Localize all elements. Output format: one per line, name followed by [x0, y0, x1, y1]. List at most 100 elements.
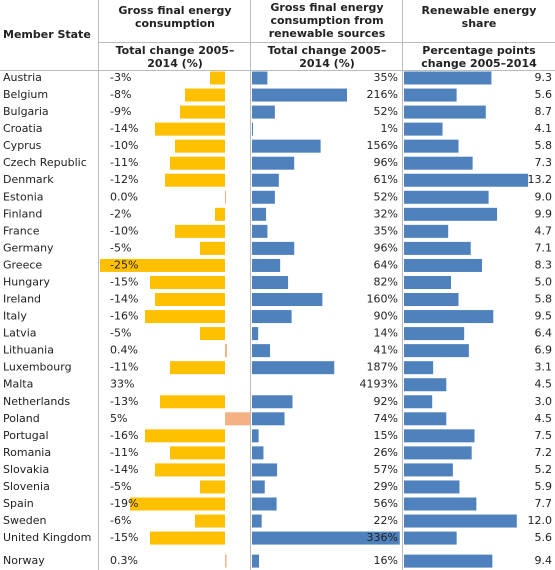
bar [252, 446, 264, 460]
bar [404, 275, 451, 289]
bar [225, 190, 226, 204]
bar [252, 361, 335, 375]
bar [170, 446, 225, 460]
value-label: 52% [374, 105, 398, 118]
country-label: Norway [3, 554, 45, 567]
bar [404, 344, 469, 358]
bar [404, 156, 473, 170]
bar [170, 156, 225, 170]
bar [195, 514, 225, 528]
country-label: Czech Republic [3, 156, 87, 169]
country-label: Romania [3, 446, 51, 459]
bar [252, 173, 279, 187]
country-label: Portugal [3, 429, 49, 442]
value-label: 96% [374, 156, 398, 169]
value-label: 52% [374, 190, 398, 203]
bar [404, 463, 453, 477]
value-label: 5.8 [535, 139, 553, 152]
bar [160, 395, 225, 409]
bar [404, 173, 529, 187]
value-label: 0.0% [110, 190, 138, 203]
bar [404, 412, 447, 426]
bar [252, 105, 275, 119]
value-label: 4.7 [535, 224, 553, 237]
bar [175, 139, 225, 153]
bar [404, 293, 459, 307]
value-label: 0.3% [110, 554, 138, 567]
bar [404, 105, 486, 119]
value-label: -12% [110, 173, 138, 186]
bar [252, 480, 265, 494]
value-label: 5.8 [535, 293, 553, 306]
value-label: -15% [110, 531, 138, 544]
value-label: 9.9 [535, 207, 553, 220]
value-label: 13.2 [528, 173, 553, 186]
bar [252, 463, 278, 477]
country-label: Latvia [3, 327, 37, 340]
value-label: 15% [374, 429, 398, 442]
country-label: Estonia [3, 190, 44, 203]
value-label: 187% [367, 361, 398, 374]
bar [404, 310, 494, 324]
bar [404, 122, 443, 136]
value-label: 5.6 [535, 531, 553, 544]
value-label: 41% [374, 344, 398, 357]
bar [175, 224, 225, 238]
column-subtitle: Total change 2005–2014 (%) [267, 44, 387, 70]
country-label: Croatia [3, 122, 43, 135]
bar [252, 344, 271, 358]
column-title: Gross final energy consumption from rene… [268, 1, 386, 40]
bar [252, 88, 348, 102]
value-label: -13% [110, 395, 138, 408]
bar [252, 241, 295, 255]
country-label: Ireland [3, 293, 41, 306]
bar [252, 139, 321, 153]
value-label: 6.4 [535, 327, 553, 340]
country-label: Netherlands [3, 395, 70, 408]
value-label: 4193% [360, 378, 398, 391]
value-label: -11% [110, 156, 138, 169]
value-label: -2% [110, 207, 131, 220]
bar [404, 139, 459, 153]
value-label: 22% [374, 514, 398, 527]
bar [404, 361, 434, 375]
bar [252, 156, 295, 170]
bar [252, 497, 277, 511]
value-label: 7.1 [535, 241, 553, 254]
value-label: 4.1 [535, 122, 553, 135]
country-label: Austria [3, 71, 42, 84]
bar [185, 88, 225, 102]
value-label: 6.9 [535, 344, 553, 357]
value-label: 7.5 [535, 429, 553, 442]
value-label: 3.1 [535, 361, 553, 374]
value-label: 29% [374, 480, 398, 493]
bar [165, 173, 225, 187]
value-label: -10% [110, 224, 138, 237]
column-subtitle: Percentage points change 2005–2014 [421, 44, 537, 70]
country-label: Lithuania [3, 344, 54, 357]
value-label: -5% [110, 327, 131, 340]
value-label: -25% [110, 258, 138, 271]
value-label: -3% [110, 71, 131, 84]
bar [252, 514, 262, 528]
value-label: -5% [110, 480, 131, 493]
bar [252, 310, 292, 324]
bar [404, 429, 475, 443]
bar [100, 258, 225, 272]
value-label: 5.6 [535, 88, 553, 101]
value-label: -6% [110, 514, 131, 527]
bar [404, 446, 472, 460]
country-label: Sweden [3, 514, 46, 527]
bar [404, 258, 483, 272]
bar [252, 207, 267, 221]
value-label: -11% [110, 446, 138, 459]
country-label: Finland [3, 207, 42, 220]
value-label: 0.4% [110, 344, 138, 357]
country-label: Malta [3, 378, 33, 391]
value-label: -9% [110, 105, 131, 118]
column-title: Renewable energy share [421, 4, 537, 30]
value-label: 160% [367, 293, 398, 306]
bar [252, 395, 293, 409]
value-label: 216% [367, 88, 398, 101]
value-label: -14% [110, 463, 138, 476]
